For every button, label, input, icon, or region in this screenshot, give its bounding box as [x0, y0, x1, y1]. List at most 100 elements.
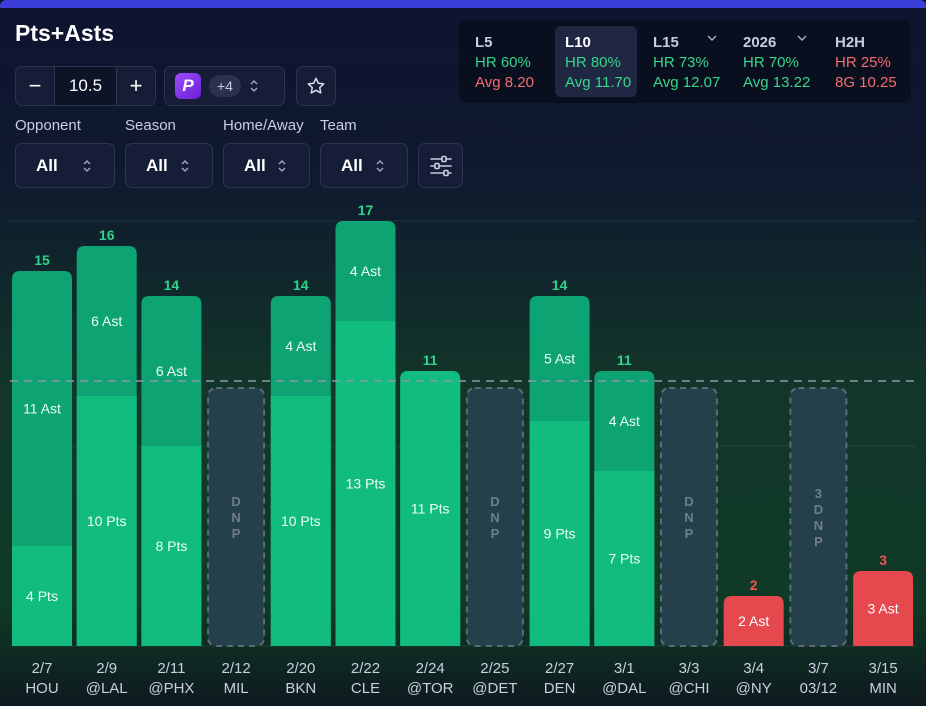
stats-summary: L5 HR 60% Avg 8.20 L10 HR 80% Avg 11.70 … [459, 20, 911, 103]
assists-label: 11 Ast [23, 401, 61, 417]
total-label: 11 [423, 352, 438, 368]
game-opponent: MIN [869, 680, 897, 697]
assists-label: 2 Ast [738, 613, 769, 629]
game-date: 2/20 [286, 660, 316, 677]
dnp-bar [660, 387, 718, 647]
total-label: 16 [99, 227, 115, 243]
dnp-label: D [231, 494, 240, 509]
total-label: 15 [34, 252, 50, 268]
points-segment [594, 471, 655, 646]
home-away-select[interactable]: All [223, 143, 310, 188]
miss-bar [723, 596, 784, 646]
x-tick-label: 2/12 MIL [206, 659, 266, 699]
total-label: 2 [750, 577, 758, 593]
points-segment [400, 371, 461, 646]
filter-label-team: Team [320, 117, 357, 134]
dnp-label: N [814, 518, 823, 533]
stat-tab-l15[interactable]: L15 HR 73% Avg 12.07 [643, 26, 725, 97]
advanced-filters-button[interactable] [418, 143, 463, 188]
updown-chevron-icon [249, 78, 259, 94]
game-date: 2/9 [96, 660, 118, 677]
dnp-label: D [814, 502, 823, 517]
game-opponent: @PHX [148, 680, 195, 697]
total-label: 11 [617, 352, 632, 368]
total-label: 14 [164, 277, 180, 293]
star-icon [307, 77, 325, 94]
sportsbook-selector[interactable]: P +4 [164, 66, 285, 106]
x-tick-label: 2/25 @DET [465, 659, 525, 699]
decrement-button[interactable]: − [28, 73, 42, 98]
stat-label: H2H [835, 34, 866, 51]
x-tick-label: 2/27 DEN [530, 659, 590, 699]
dnp-bar [207, 387, 266, 647]
line-value[interactable]: 10.5 [54, 67, 117, 105]
stat-hit-rate: HR 60% [475, 54, 531, 71]
stat-tab-season[interactable]: 2026 HR 70% Avg 13.22 [733, 26, 815, 97]
points-label: 11 Pts [411, 501, 450, 517]
stat-label: L10 [565, 34, 591, 51]
game-opponent: @DET [472, 680, 518, 697]
home-away-select-value: All [244, 155, 266, 175]
game-date: 2/12 [221, 660, 251, 677]
game-opponent: @CHI [668, 680, 710, 697]
game-opponent: @DAL [602, 680, 647, 697]
stat-tab-h2h[interactable]: H2H HR 25% 8G 10.25 [825, 26, 907, 97]
sportsbook-logo-icon: P [175, 73, 201, 99]
game-opponent: HOU [25, 680, 59, 697]
points-label: 10 Pts [281, 513, 321, 529]
season-select-value: All [146, 155, 168, 175]
favorite-button[interactable] [296, 66, 336, 106]
team-select[interactable]: All [320, 143, 408, 188]
increment-button[interactable]: + [129, 73, 143, 98]
stat-average: Avg 8.20 [475, 74, 534, 91]
x-tick-label: 2/9 @LAL [77, 659, 137, 699]
dnp-label: N [231, 510, 240, 525]
game-date: 2/24 [415, 660, 445, 677]
game-date: 2/11 [157, 660, 186, 677]
game-date: 3/3 [678, 660, 700, 677]
updown-chevron-icon [376, 159, 384, 172]
stat-tab-l5[interactable]: L5 HR 60% Avg 8.20 [465, 26, 547, 97]
updown-chevron-icon [83, 159, 91, 172]
stat-tab-l10[interactable]: L10 HR 80% Avg 11.70 [555, 26, 637, 97]
dnp-label: P [685, 526, 694, 541]
filter-label-season: Season [125, 117, 176, 134]
points-segment [270, 396, 331, 646]
dnp-label: P [491, 526, 500, 541]
stat-average: Avg 13.22 [743, 74, 811, 91]
dnp-bar [465, 387, 524, 647]
game-opponent: @LAL [85, 680, 128, 697]
opponent-select-value: All [36, 155, 58, 175]
game-date: 3/15 [868, 660, 898, 677]
game-date: 2/27 [544, 660, 575, 677]
team-select-value: All [341, 155, 363, 175]
stat-average: Avg 12.07 [653, 74, 721, 91]
stat-label: L5 [475, 34, 493, 51]
miss-bar [853, 571, 914, 646]
assists-label: 5 Ast [544, 351, 575, 367]
season-select[interactable]: All [125, 143, 213, 188]
stat-label: 2026 [743, 34, 777, 51]
chevron-down-icon [797, 35, 807, 41]
x-tick-label: 3/4 @NY [724, 659, 784, 699]
updown-chevron-icon [278, 159, 286, 172]
x-tick-label: 2/11 @PHX [141, 659, 201, 699]
stat-hit-rate: HR 25% [835, 54, 891, 71]
total-label: 14 [552, 277, 568, 293]
dnp-label: P [814, 534, 823, 549]
x-tick-label: 2/22 CLE [336, 659, 396, 699]
game-opponent: DEN [543, 680, 576, 697]
game-opponent: @NY [735, 680, 772, 697]
dnp-label: N [490, 510, 499, 525]
game-opponent: MIL [223, 680, 249, 697]
points-segment [141, 446, 202, 646]
opponent-select[interactable]: All [15, 143, 115, 188]
game-date: 2/25 [480, 660, 510, 677]
assists-label: 4 Ast [285, 338, 316, 354]
sportsbook-count-badge: +4 [209, 75, 241, 97]
page-title: Pts+Asts [15, 20, 115, 46]
game-opponent: @TOR [406, 680, 454, 697]
chevron-down-icon [707, 35, 717, 41]
game-opponent: BKN [285, 680, 317, 697]
